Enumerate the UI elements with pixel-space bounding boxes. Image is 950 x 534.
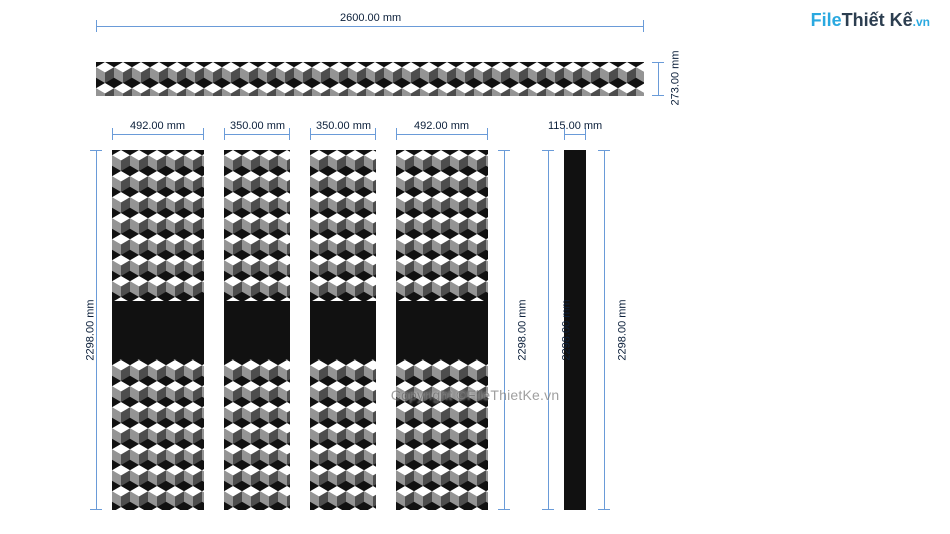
dim-tick (90, 150, 102, 151)
dim-tick (90, 509, 102, 510)
dim-line-top-width (96, 26, 644, 27)
dim-tick (598, 150, 610, 151)
logo: FileThiết Kế.vn (811, 10, 930, 31)
dim-p3: 350.00 mm (316, 120, 371, 132)
dim-tick (96, 20, 97, 32)
dim-line-p2 (224, 134, 290, 135)
dim-tick (203, 128, 204, 140)
dim-line-h-mid2 (548, 150, 549, 510)
dim-top-width: 2600.00 mm (340, 12, 401, 24)
dim-p5: 115.00 mm (548, 120, 602, 132)
dim-tick (375, 128, 376, 140)
dim-tick (598, 509, 610, 510)
dim-p1: 492.00 mm (130, 120, 185, 132)
dim-tick (542, 509, 554, 510)
dim-h-left: 2298.00 mm (85, 299, 97, 360)
dim-tick (310, 128, 311, 140)
dim-line-h-mid (504, 150, 505, 510)
dim-tick (224, 128, 225, 140)
dim-top-height: 273.00 mm (670, 50, 682, 105)
dim-p2: 350.00 mm (230, 120, 285, 132)
dim-h-right: 2298.00 mm (617, 299, 629, 360)
dim-tick (542, 150, 554, 151)
dim-line-top-height (658, 62, 659, 96)
dim-line-p5 (564, 134, 586, 135)
panel-2 (224, 150, 290, 510)
dim-line-p1 (112, 134, 204, 135)
dim-tick (112, 128, 113, 140)
logo-vn: .vn (913, 15, 930, 29)
dim-h-mid2: 2298.00 mm (561, 299, 573, 360)
dim-tick (643, 20, 644, 32)
panel-3 (310, 150, 376, 510)
dim-tick (396, 128, 397, 140)
dim-line-p4 (396, 134, 488, 135)
panel-1 (112, 150, 204, 510)
dim-h-mid: 2298.00 mm (517, 299, 529, 360)
dim-tick (498, 509, 510, 510)
dim-tick (487, 128, 488, 140)
dim-line-p3 (310, 134, 376, 135)
dim-tick (498, 150, 510, 151)
panel-4 (396, 150, 488, 510)
dim-line-h-right (604, 150, 605, 510)
logo-file: File (811, 10, 842, 30)
dim-tick (289, 128, 290, 140)
dim-tick (652, 62, 664, 63)
dim-tick (652, 95, 664, 96)
top-panel (96, 62, 644, 96)
dim-p4: 492.00 mm (414, 120, 469, 132)
logo-tk: Thiết Kế (842, 10, 913, 30)
